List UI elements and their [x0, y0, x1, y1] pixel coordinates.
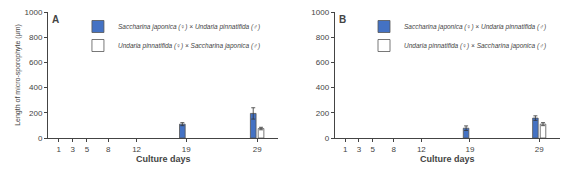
svg-text:Culture days: Culture days [420, 154, 475, 164]
svg-text:400: 400 [29, 83, 43, 92]
svg-text:Undaria pinnatifida (♀) × Sacc: Undaria pinnatifida (♀) × Saccharina jap… [404, 42, 546, 50]
svg-text:800: 800 [29, 33, 43, 42]
svg-text:200: 200 [316, 109, 330, 118]
svg-text:Culture days: Culture days [136, 154, 191, 164]
svg-text:1000: 1000 [25, 8, 43, 17]
svg-text:19: 19 [182, 145, 191, 154]
svg-text:600: 600 [29, 58, 43, 67]
svg-text:200: 200 [29, 109, 43, 118]
svg-text:1: 1 [56, 145, 61, 154]
svg-text:29: 29 [253, 145, 262, 154]
svg-text:5: 5 [85, 145, 90, 154]
svg-text:12: 12 [417, 145, 426, 154]
svg-text:1000: 1000 [311, 8, 329, 17]
svg-text:600: 600 [316, 58, 330, 67]
svg-text:Saccharina japonica (♀) × Unda: Saccharina japonica (♀) × Undaria pinnat… [404, 23, 546, 31]
svg-text:29: 29 [535, 145, 544, 154]
svg-text:0: 0 [38, 134, 43, 143]
svg-text:1: 1 [343, 145, 348, 154]
svg-text:Saccharina japonica (♀) × Unda: Saccharina japonica (♀) × Undaria pinnat… [118, 23, 260, 31]
svg-text:0: 0 [325, 134, 330, 143]
svg-text:12: 12 [132, 145, 141, 154]
svg-text:3: 3 [71, 145, 76, 154]
svg-text:800: 800 [316, 33, 330, 42]
svg-text:Length of micro-sporophyte (μm: Length of micro-sporophyte (μm) [14, 24, 22, 126]
svg-text:8: 8 [391, 145, 396, 154]
svg-text:19: 19 [465, 145, 474, 154]
svg-text:8: 8 [106, 145, 111, 154]
svg-text:B: B [339, 14, 346, 25]
svg-text:400: 400 [316, 83, 330, 92]
svg-text:A: A [52, 14, 59, 25]
svg-text:3: 3 [357, 145, 362, 154]
svg-text:Undaria pinnatifida (♀) × Sacc: Undaria pinnatifida (♀) × Saccharina jap… [118, 42, 260, 50]
svg-text:5: 5 [371, 145, 376, 154]
